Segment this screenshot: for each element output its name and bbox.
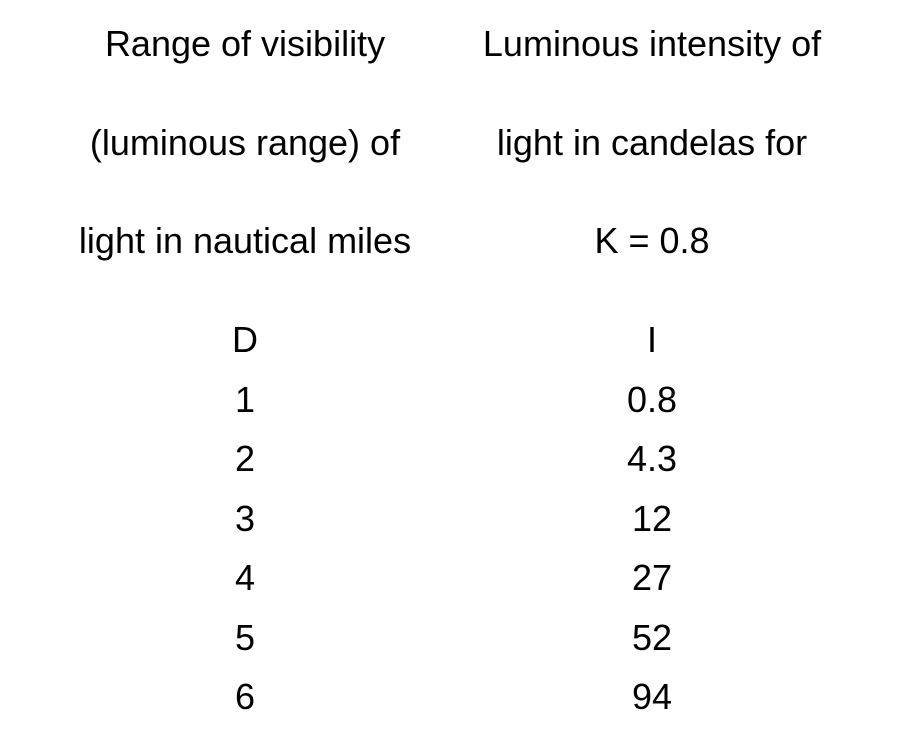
intensity-value: 12 — [631, 497, 673, 539]
intensity-values: I 0.8 4.3 12 27 52 94 — [447, 315, 857, 732]
intensity-value: 94 — [631, 676, 673, 717]
intensity-symbol: I — [646, 319, 657, 360]
range-header-line-2: (luminous range) of — [89, 122, 401, 163]
range-value: 4 — [234, 557, 256, 598]
range-value: 3 — [234, 497, 256, 539]
intensity-header-line-3: K = 0.8 — [594, 220, 710, 261]
range-values: D 1 2 3 4 5 6 — [45, 315, 445, 732]
range-header-line-3: light in nautical miles — [78, 220, 412, 261]
range-header-line-1: Range of visibility — [104, 23, 386, 64]
intensity-value: 52 — [631, 616, 673, 658]
range-value: 1 — [234, 378, 256, 420]
range-value: 2 — [234, 438, 256, 479]
intensity-value: 0.8 — [626, 378, 678, 420]
intensity-value: 27 — [631, 557, 673, 598]
range-value: 6 — [234, 676, 256, 717]
intensity-value: 4.3 — [626, 438, 678, 479]
range-symbol: D — [232, 319, 258, 360]
range-value: 5 — [234, 616, 256, 658]
intensity-header-line-1: Luminous intensity of — [482, 23, 822, 64]
intensity-header-line-2: light in candelas for — [496, 122, 808, 163]
